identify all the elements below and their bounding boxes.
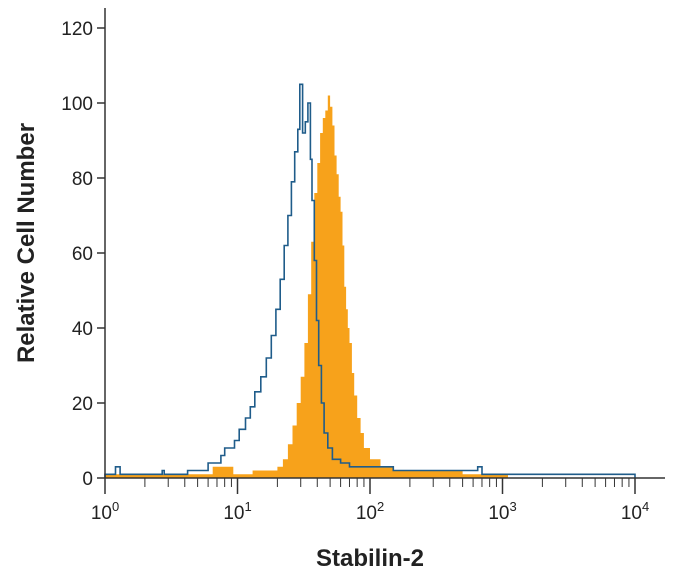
x-tick-label: 103 (488, 499, 516, 524)
x-tick-label: 102 (356, 499, 384, 524)
filled-histogram-series (105, 95, 508, 478)
y-tick-label: 80 (72, 169, 93, 190)
y-tick-label: 120 (61, 19, 93, 40)
axes-layer (104, 8, 665, 479)
y-axis-title: Relative Cell Number (13, 123, 40, 363)
y-tick-label: 40 (72, 319, 93, 340)
y-tick-label: 60 (72, 244, 93, 265)
x-tick-label: 101 (223, 499, 251, 524)
y-tick-label: 0 (82, 469, 93, 490)
x-tick-label: 100 (91, 499, 119, 524)
y-tick-label: 100 (61, 94, 93, 115)
series-layer (104, 83, 636, 478)
ticks-layer: 0 20 40 60 80 100 120 100 101 102 103 104 (61, 19, 649, 524)
x-tick-label: 104 (621, 499, 649, 524)
x-axis-title: Stabilin-2 (316, 545, 424, 572)
outline-histogram-series (104, 83, 636, 478)
y-tick-label: 20 (72, 394, 93, 415)
